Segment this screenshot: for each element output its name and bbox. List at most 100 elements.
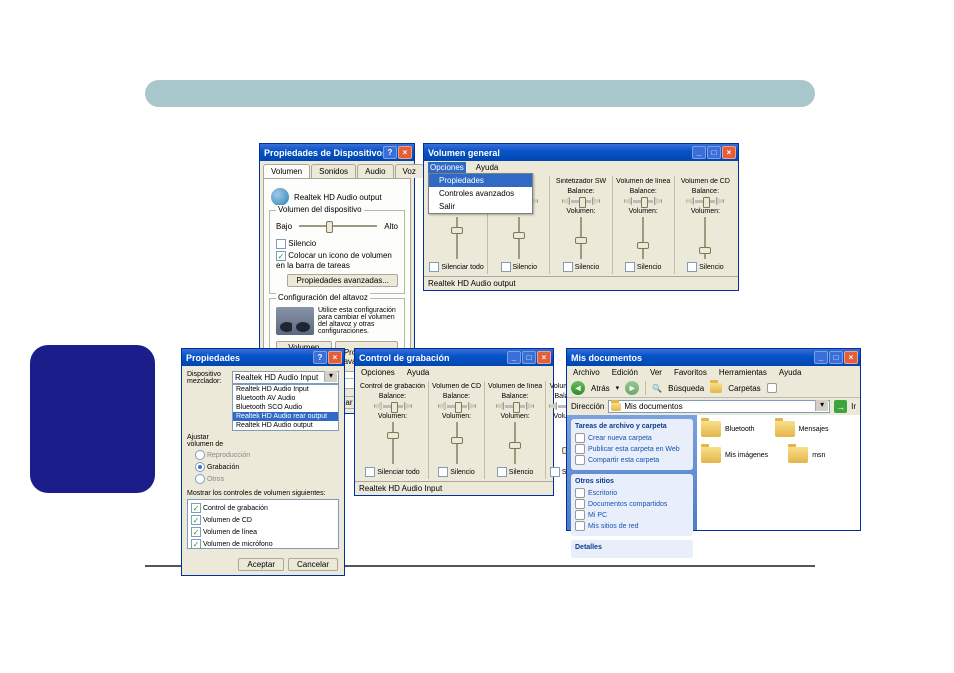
folder-item[interactable]: msn [788,447,825,463]
titlebar[interactable]: Volumen general _ □ × [424,144,738,161]
maximize-button[interactable]: □ [707,146,721,159]
new-folder-link[interactable]: Crear nueva carpeta [575,433,689,443]
volume-slider[interactable] [574,217,588,259]
share-link[interactable]: Compartir esta carpeta [575,455,689,465]
tab-volumen[interactable]: Volumen [263,164,310,178]
shared-docs-link[interactable]: Documentos compartidos [575,499,689,509]
volume-slider[interactable] [636,217,650,259]
maximize-button[interactable]: □ [829,351,843,364]
cancel-button[interactable]: Cancelar [288,558,338,571]
mixer-device-select[interactable]: Realtek HD Audio Input [232,371,339,384]
option-row[interactable]: Bluetooth AV Audio [233,394,338,403]
controls-listbox[interactable]: ✓ Control de grabación✓ Volumen de CD✓ V… [187,499,339,549]
help-menu[interactable]: Ayuda [405,367,432,378]
balance-slider[interactable] [553,197,608,205]
menu-exit[interactable]: Salir [429,200,532,213]
my-pc-link[interactable]: Mi PC [575,510,689,520]
maximize-button[interactable]: □ [522,351,536,364]
minimize-button[interactable]: _ [507,351,521,364]
menu-edit[interactable]: Edición [610,367,640,378]
help-menu[interactable]: Ayuda [474,162,501,173]
tab-audio[interactable]: Audio [357,164,393,178]
volume-slider[interactable] [299,219,377,233]
titlebar[interactable]: Propiedades de Dispositivos de sonido y … [260,144,414,161]
menu-favorites[interactable]: Favoritos [672,367,709,378]
close-button[interactable]: × [537,351,551,364]
control-row[interactable]: ✓ Volumen de línea [190,526,336,538]
help-button[interactable]: ? [313,351,327,364]
minimize-button[interactable]: _ [814,351,828,364]
mute-checkbox[interactable] [429,262,439,272]
balance-slider[interactable] [678,197,733,205]
mute-checkbox[interactable] [687,262,697,272]
balance-slider[interactable] [432,402,481,410]
option-row[interactable]: Realtek HD Audio Input [233,385,338,394]
option-row[interactable]: Realtek HD Audio rear output [233,412,338,421]
tab-sonidos[interactable]: Sonidos [311,164,356,178]
close-button[interactable]: × [398,146,412,159]
folder-item[interactable]: Mis imágenes [701,447,768,463]
volume-slider[interactable] [450,217,464,259]
menu-tools[interactable]: Herramientas [717,367,769,378]
mute-checkbox[interactable] [625,262,635,272]
help-button[interactable]: ? [383,146,397,159]
search-button[interactable]: Búsqueda [668,384,704,393]
go-label[interactable]: Ir [851,402,856,411]
control-row[interactable]: ✓ Volumen de CD [190,514,336,526]
go-button[interactable]: → [834,400,847,413]
folder-item[interactable]: Mensajes [775,421,829,437]
recording-radio[interactable] [195,462,205,472]
views-button[interactable] [767,383,777,393]
option-row[interactable]: Bluetooth SCO Audio [233,403,338,412]
volume-slider[interactable] [450,422,464,464]
minimize-button[interactable]: _ [692,146,706,159]
mute-checkbox[interactable] [563,262,573,272]
mute-checkbox[interactable] [501,262,511,272]
network-link[interactable]: Mis sitios de red [575,521,689,531]
control-checkbox[interactable]: ✓ [191,503,201,513]
mute-checkbox[interactable] [365,467,375,477]
titlebar[interactable]: Mis documentos _ □ × [567,349,860,366]
mute-checkbox[interactable] [497,467,507,477]
folder-item[interactable]: Bluetooth [701,421,755,437]
close-button[interactable]: × [722,146,736,159]
close-button[interactable]: × [844,351,858,364]
volume-slider[interactable] [508,422,522,464]
close-button[interactable]: × [328,351,342,364]
control-checkbox[interactable]: ✓ [191,515,201,525]
ok-button[interactable]: Aceptar [238,558,284,571]
mute-checkbox[interactable] [276,239,286,249]
menu-file[interactable]: Archivo [571,367,602,378]
balance-slider[interactable] [616,197,671,205]
control-row[interactable]: ✓ Control de grabación [190,502,336,514]
balance-slider[interactable] [360,402,425,410]
options-menu[interactable]: Opciones [359,367,397,378]
volume-slider[interactable] [698,217,712,259]
tray-checkbox[interactable]: ✓ [276,251,286,261]
menu-view[interactable]: Ver [648,367,664,378]
titlebar[interactable]: Propiedades ? × [182,349,344,366]
menu-properties[interactable]: Propiedades [429,174,532,187]
volume-slider[interactable] [386,422,400,464]
address-input[interactable]: Mis documentos [608,400,830,413]
mixer-device-options[interactable]: Realtek HD Audio InputBluetooth AV Audio… [232,384,339,431]
folders-button[interactable]: Carpetas [728,384,760,393]
mute-checkbox[interactable] [438,467,448,477]
back-button[interactable]: ◄ [571,381,585,395]
balance-slider[interactable] [488,402,542,410]
option-row[interactable]: Realtek HD Audio output [233,421,338,430]
menu-help[interactable]: Ayuda [777,367,804,378]
tab-voz[interactable]: Voz [395,164,424,178]
menu-advanced-controls[interactable]: Controles avanzados [429,187,532,200]
folder-view[interactable]: Bluetooth Mensajes Mis imágenes msn [697,415,860,530]
back-label[interactable]: Atrás [591,384,610,393]
publish-link[interactable]: Publicar esta carpeta en Web [575,444,689,454]
titlebar[interactable]: Control de grabación _ □ × [355,349,553,366]
control-checkbox[interactable]: ✓ [191,527,201,537]
volume-slider[interactable] [512,217,526,259]
options-menu[interactable]: Opciones [428,162,466,173]
advanced-button[interactable]: Propiedades avanzadas... [287,274,398,287]
control-row[interactable]: ✓ Volumen de micrófono [190,538,336,550]
forward-button[interactable]: ► [625,381,639,395]
control-checkbox[interactable]: ✓ [191,539,201,549]
